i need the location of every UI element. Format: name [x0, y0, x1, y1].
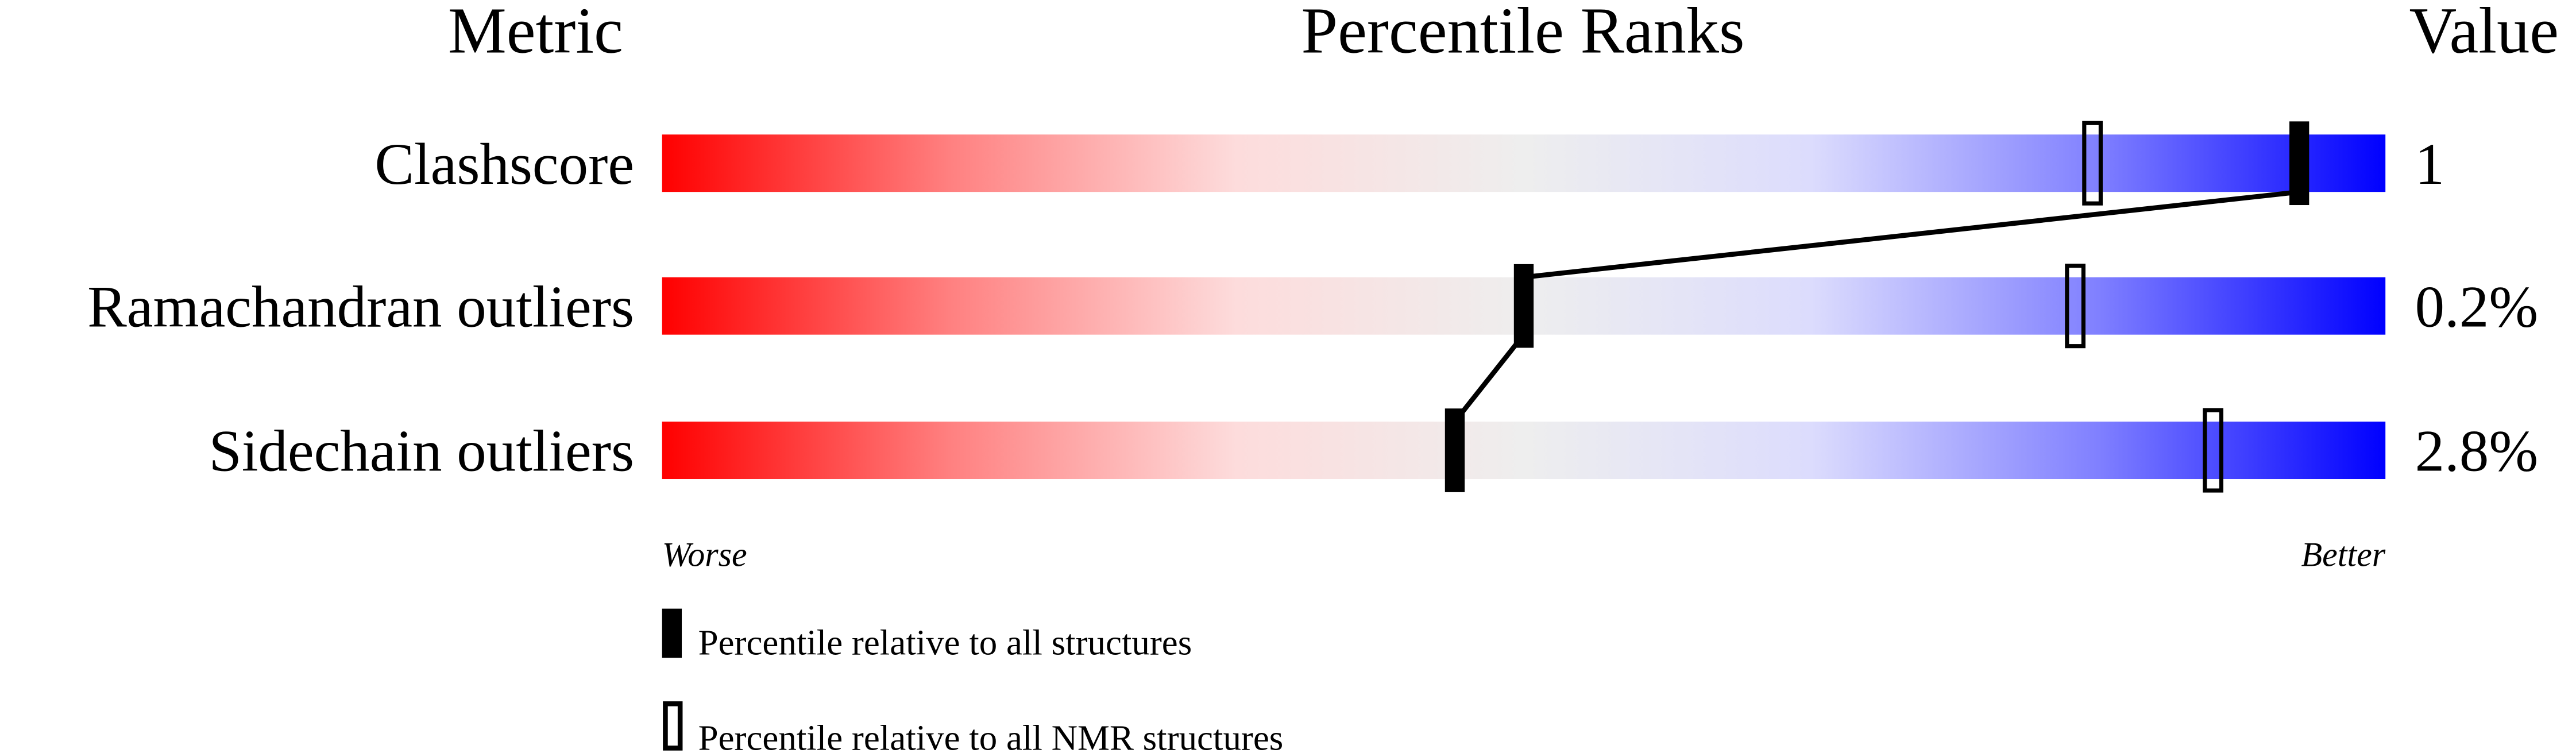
legend-nmr-label: Percentile relative to all NMR structure…	[698, 717, 1284, 753]
legend-all-marker	[662, 608, 682, 658]
percentile-bar	[662, 134, 2386, 192]
header-metric: Metric	[448, 0, 623, 67]
metric-label: Clashscore	[374, 132, 634, 197]
metric-label: Sidechain outliers	[209, 419, 635, 484]
connector-line	[1453, 333, 1526, 423]
nmr-percentile-marker	[2203, 408, 2224, 493]
nmr-percentile-marker	[2082, 121, 2103, 206]
all-percentile-marker	[1445, 408, 1465, 492]
nmr-percentile-marker	[2065, 264, 2085, 349]
all-percentile-marker	[2289, 121, 2309, 206]
axis-label-better: Better	[2301, 535, 2385, 573]
all-percentile-marker	[1513, 264, 1534, 348]
header-percentile-ranks: Percentile Ranks	[1301, 0, 1744, 67]
metric-label: Ramachandran outliers	[87, 274, 634, 339]
legend-all-label: Percentile relative to all structures	[698, 623, 1192, 663]
axis-label-worse: Worse	[662, 535, 747, 573]
connector-line	[1523, 189, 2300, 280]
metric-value: 1	[2415, 132, 2444, 197]
legend-nmr-marker	[663, 701, 683, 751]
header-value: Value	[2409, 0, 2559, 67]
percentile-bar	[662, 422, 2386, 480]
metric-value: 0.2%	[2415, 274, 2538, 339]
metric-value: 2.8%	[2415, 419, 2538, 484]
